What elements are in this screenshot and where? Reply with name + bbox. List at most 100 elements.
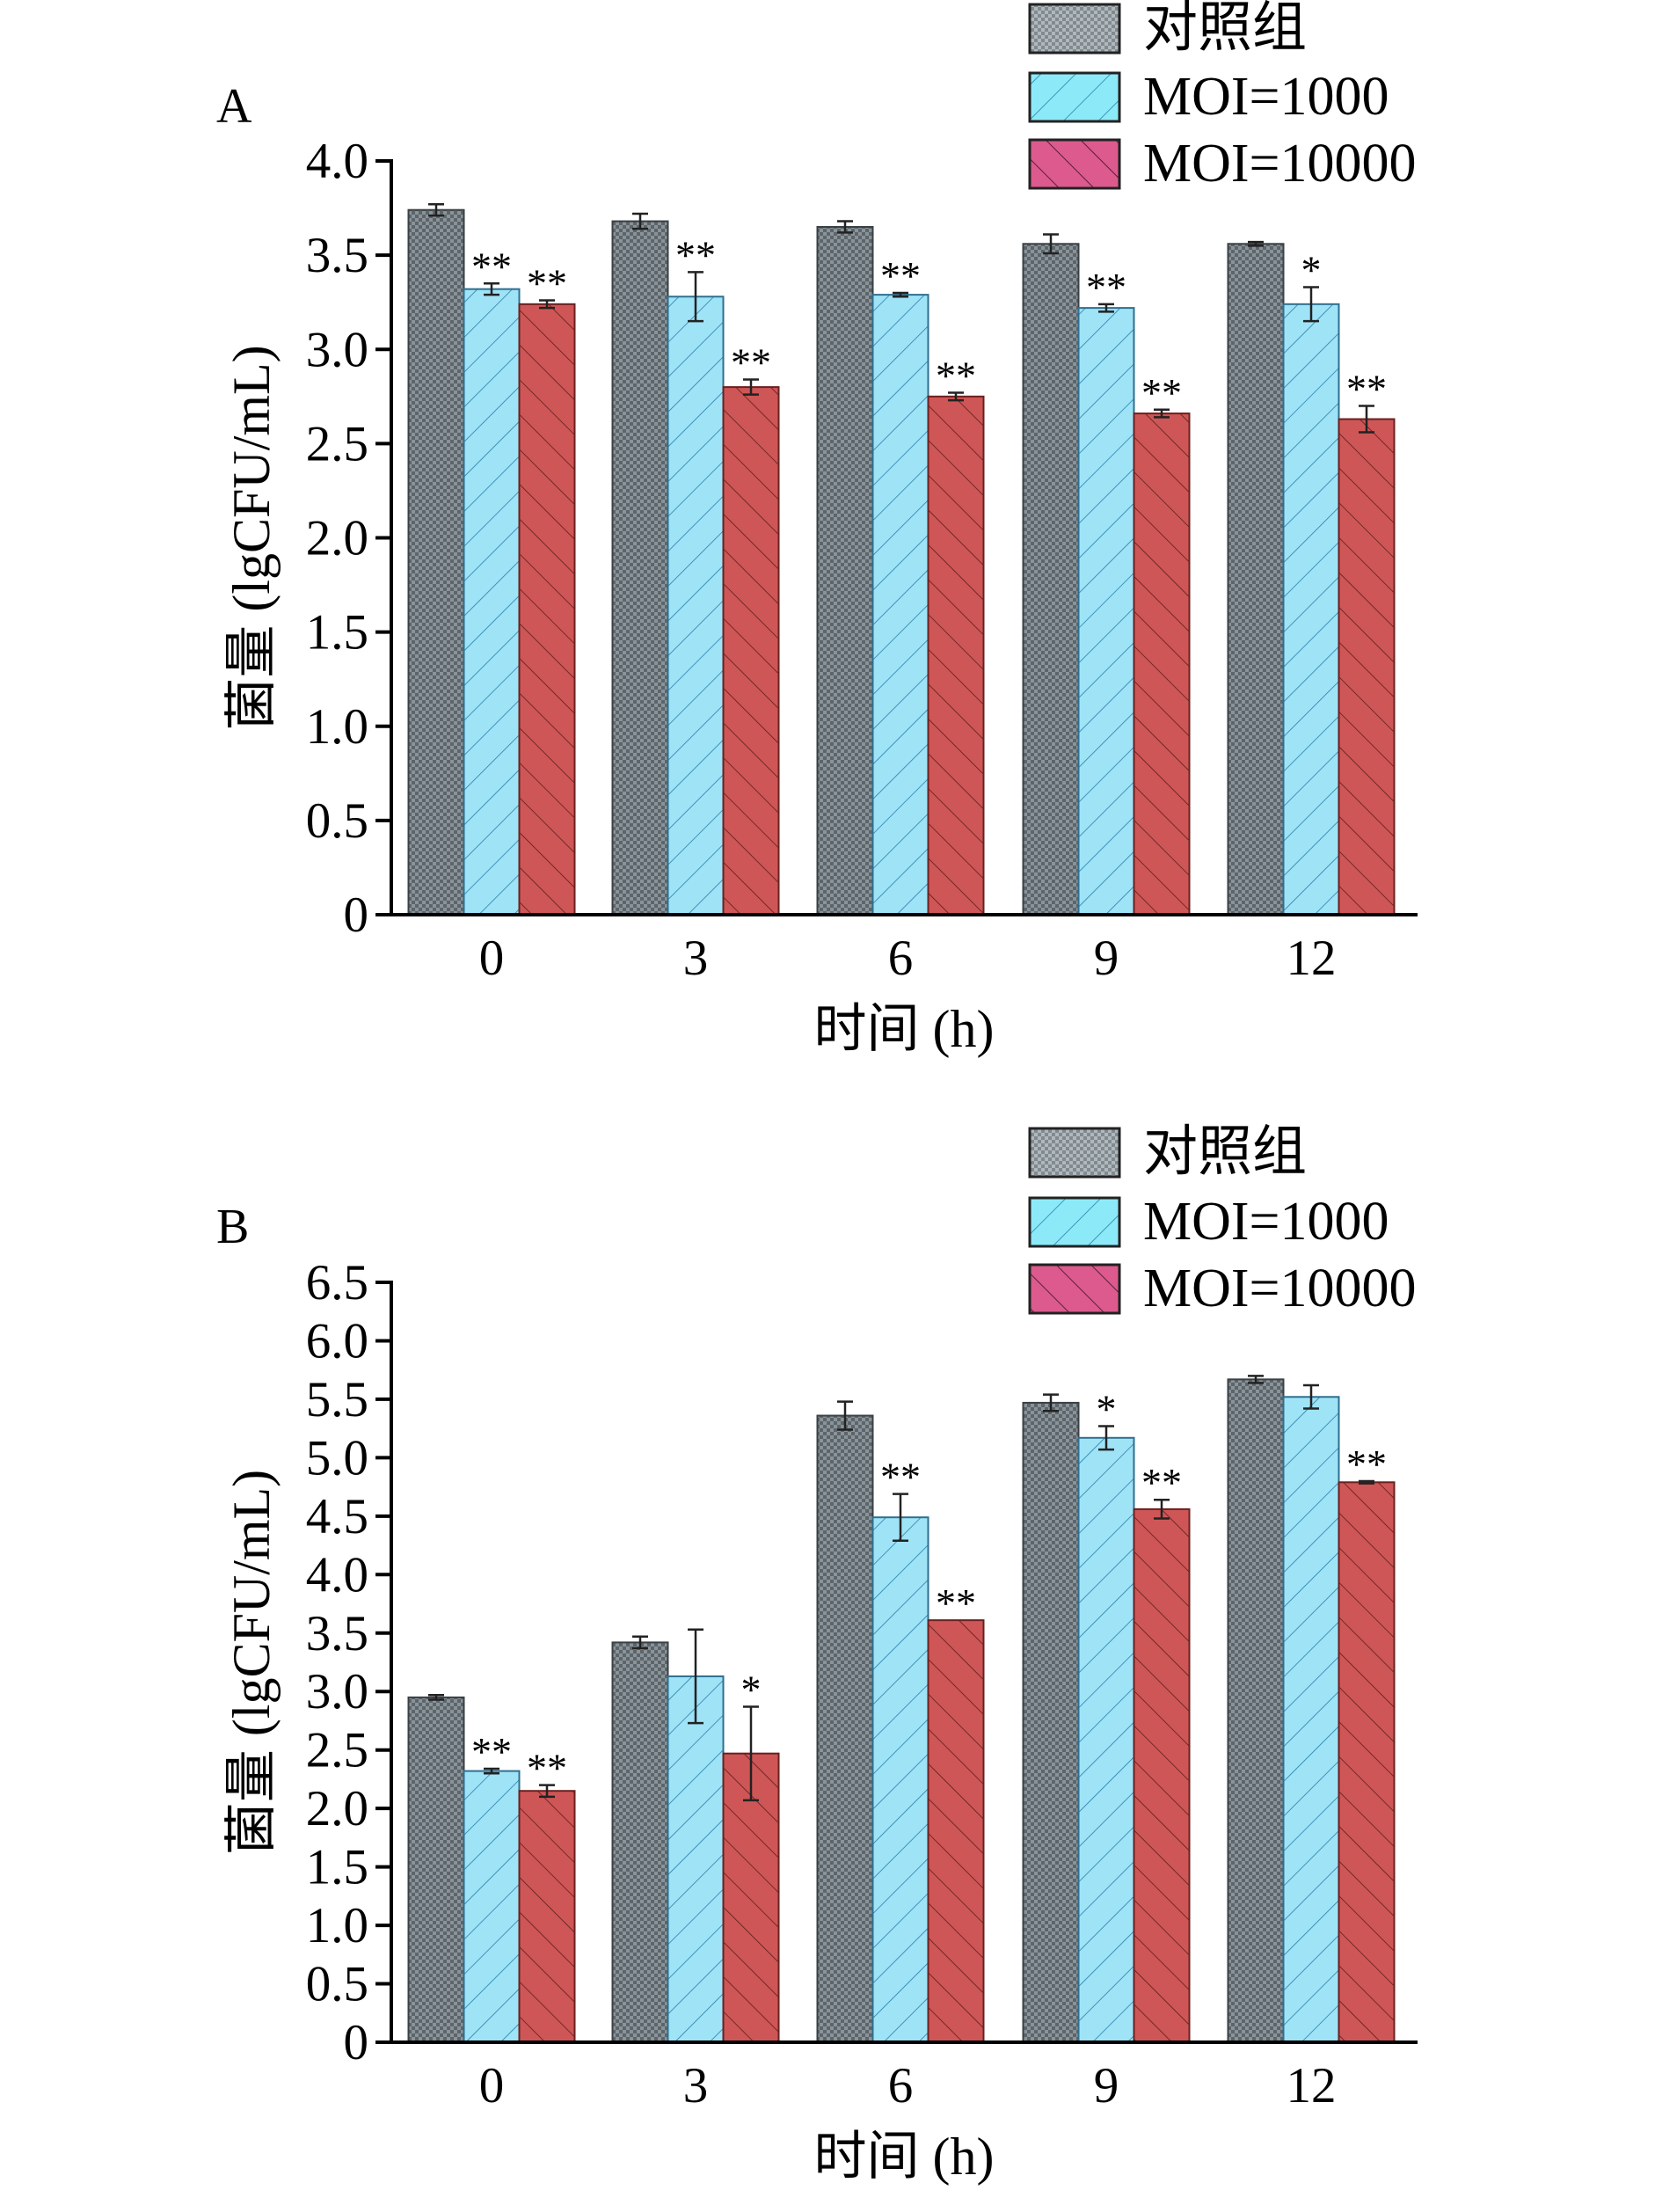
y-tick-label: 0 — [344, 2015, 369, 2070]
x-tick-label: 12 — [1287, 2058, 1337, 2113]
legend-label: MOI=10000 — [1143, 134, 1417, 193]
x-tick-label: 6 — [888, 931, 914, 986]
error-bar — [688, 1628, 703, 1725]
y-tick-label: 3.5 — [306, 1606, 368, 1661]
error-bar — [1098, 1425, 1114, 1451]
error-bar — [1043, 1393, 1059, 1413]
legend-label: MOI=1000 — [1143, 1192, 1389, 1252]
bar — [1282, 303, 1340, 916]
significance-label: ** — [1141, 1460, 1182, 1505]
bar — [667, 1675, 725, 2044]
x-axis-label: 时间 (h) — [814, 2128, 995, 2186]
y-tick-label: 6.0 — [306, 1313, 368, 1369]
bar — [518, 1790, 576, 2043]
bar — [871, 294, 929, 916]
significance-label: ** — [1346, 1442, 1387, 1486]
bar — [611, 1641, 669, 2043]
error-bar — [893, 1493, 908, 1543]
x-tick-label: 0 — [479, 2058, 505, 2113]
error-bar — [837, 1400, 853, 1431]
x-tick-label: 3 — [683, 931, 709, 986]
error-bar — [1248, 240, 1264, 247]
error-bar — [1154, 408, 1170, 419]
significance-label: * — [1301, 248, 1322, 293]
significance-label: ** — [936, 354, 976, 398]
error-bar — [743, 378, 759, 396]
legend-swatch — [1028, 1263, 1121, 1315]
bar — [816, 1414, 874, 2044]
legend-swatch — [1028, 138, 1121, 190]
error-bar — [1154, 1498, 1170, 1520]
y-tick-label: 4.0 — [306, 134, 368, 189]
legend-label: 对照组 — [1143, 0, 1307, 58]
y-tick-label: 4.5 — [306, 1489, 368, 1544]
legend: 对照组 MOI=1000 MOI=10000 — [1028, 1122, 1417, 1318]
y-axis-label: 菌量 (lgCFU/mL) — [222, 1470, 281, 1855]
error-bar — [743, 1705, 759, 1802]
significance-label: ** — [936, 1581, 976, 1625]
y-tick-label: 1.0 — [306, 1898, 368, 1953]
bar — [1338, 418, 1396, 916]
error-bar — [1043, 233, 1059, 255]
significance-label: ** — [1086, 265, 1126, 310]
x-tick-label: 3 — [683, 2058, 709, 2113]
bar — [463, 1770, 521, 2043]
significance-label: ** — [1141, 370, 1182, 415]
bar — [722, 1752, 780, 2044]
significance-label: * — [741, 1668, 762, 1712]
bar — [1022, 243, 1080, 916]
legend-swatch — [1028, 1127, 1121, 1179]
bar — [1227, 1378, 1285, 2043]
x-tick-label: 12 — [1287, 931, 1337, 986]
bar — [1077, 307, 1135, 916]
bar — [1282, 1396, 1340, 2044]
error-bar — [484, 1767, 499, 1775]
y-tick-label: 2.5 — [306, 416, 368, 471]
panel-label: B — [216, 1200, 249, 1254]
error-bar — [539, 299, 555, 310]
y-tick-label: 5.5 — [306, 1372, 368, 1427]
bar — [927, 1619, 985, 2043]
error-bar — [539, 1784, 555, 1799]
error-bar — [632, 1635, 648, 1650]
bar — [518, 303, 576, 916]
bar — [927, 395, 985, 916]
y-tick-label: 1.5 — [306, 605, 368, 661]
y-tick-label: 3.0 — [306, 322, 368, 377]
x-tick-label: 9 — [1094, 931, 1119, 986]
significance-label: ** — [880, 1455, 921, 1500]
bar — [816, 225, 874, 916]
legend-swatch — [1028, 3, 1121, 55]
significance-label: * — [1097, 1386, 1117, 1431]
y-tick-label: 0.5 — [306, 1957, 368, 2012]
y-tick-label: 1.5 — [306, 1840, 368, 1895]
error-bar — [1098, 303, 1114, 313]
significance-label: ** — [527, 261, 567, 306]
error-bar — [688, 271, 703, 323]
legend-swatch — [1028, 71, 1121, 123]
error-bar — [428, 203, 444, 217]
error-bar — [1303, 286, 1319, 323]
significance-label: ** — [471, 1729, 512, 1774]
bar — [722, 386, 780, 916]
error-bar — [632, 212, 648, 230]
error-bar — [948, 391, 964, 402]
y-tick-label: 0.5 — [306, 793, 368, 849]
bar — [611, 220, 669, 916]
error-bar — [1248, 1375, 1264, 1384]
panel-label: A — [216, 79, 252, 134]
legend-swatch — [1028, 1196, 1121, 1248]
legend-label: 对照组 — [1143, 1122, 1307, 1182]
legend-label: MOI=10000 — [1143, 1259, 1417, 1318]
bar — [407, 208, 465, 916]
bar — [407, 1696, 465, 2044]
significance-label: ** — [471, 244, 512, 288]
y-tick-label: 0 — [344, 887, 369, 943]
y-tick-label: 5.0 — [306, 1430, 368, 1486]
error-bar — [837, 220, 853, 234]
error-bar — [428, 1693, 444, 1701]
bar — [1133, 1508, 1191, 2043]
legend: 对照组 MOI=1000 MOI=10000 — [1028, 0, 1417, 193]
error-bar — [1359, 405, 1374, 434]
